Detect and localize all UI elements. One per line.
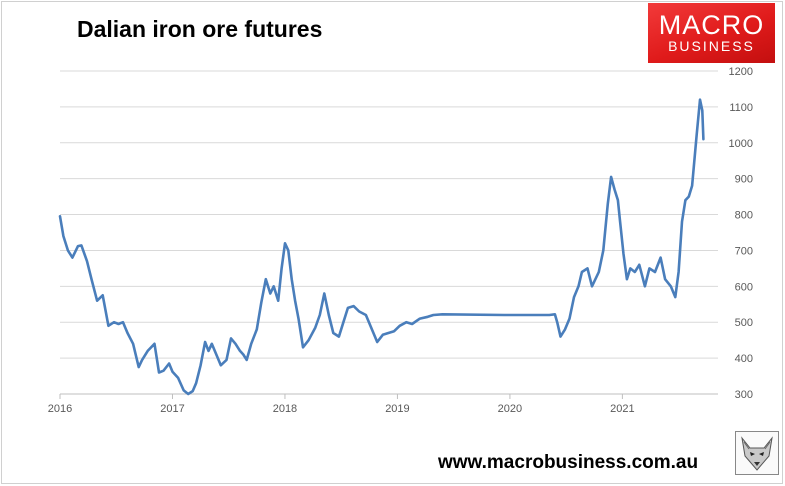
gridlines	[60, 70, 718, 359]
fox-mascot-icon	[735, 431, 779, 475]
x-tick-label-2018: 2018	[273, 403, 297, 415]
series-group	[58, 98, 705, 396]
y-tick-label-700: 700	[735, 245, 753, 257]
x-axis	[59, 393, 718, 399]
y-tick-label-300: 300	[735, 389, 753, 401]
x-tick-label-2019: 2019	[385, 403, 409, 415]
x-tick-label-2020: 2020	[498, 403, 522, 415]
footer-url: www.macrobusiness.com.au	[438, 452, 699, 473]
logo-line-2: BUSINESS	[668, 38, 755, 54]
y-tick-label-600: 600	[735, 281, 753, 293]
x-tick-label-2016: 2016	[48, 403, 72, 415]
x-tick-label-2017: 2017	[160, 403, 184, 415]
y-axis-tick-labels: 300 400 500 600 700 800 900 1000 1100 1200	[729, 66, 753, 401]
macrobusiness-logo: MACRO BUSINESS	[648, 3, 775, 63]
y-tick-label-1000: 1000	[729, 138, 753, 150]
y-tick-label-1200: 1200	[729, 66, 753, 78]
y-tick-label-500: 500	[735, 317, 753, 329]
logo-line-1: MACRO	[658, 10, 765, 40]
chart-title: Dalian iron ore futures	[77, 16, 323, 42]
y-tick-label-800: 800	[735, 210, 753, 222]
x-tick-label-2021: 2021	[610, 403, 634, 415]
x-axis-tick-labels: 2016 2017 2018 2019 2020 2021	[48, 403, 635, 415]
y-tick-label-1100: 1100	[729, 102, 753, 114]
y-tick-label-900: 900	[735, 174, 753, 186]
series-line-0	[58, 98, 705, 396]
y-tick-label-400: 400	[735, 353, 753, 365]
